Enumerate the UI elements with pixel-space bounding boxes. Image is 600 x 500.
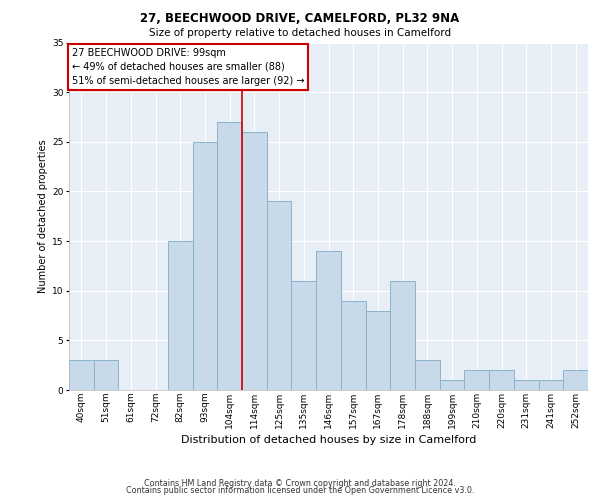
Bar — [514, 380, 539, 390]
Bar — [94, 360, 118, 390]
Text: Contains public sector information licensed under the Open Government Licence v3: Contains public sector information licen… — [126, 486, 474, 495]
Bar — [440, 380, 464, 390]
Bar — [267, 202, 292, 390]
Bar — [292, 281, 316, 390]
Bar — [69, 360, 94, 390]
X-axis label: Distribution of detached houses by size in Camelford: Distribution of detached houses by size … — [181, 434, 476, 444]
Bar — [341, 300, 365, 390]
Bar — [415, 360, 440, 390]
Bar — [168, 241, 193, 390]
Bar — [217, 122, 242, 390]
Bar — [563, 370, 588, 390]
Bar — [539, 380, 563, 390]
Text: 27, BEECHWOOD DRIVE, CAMELFORD, PL32 9NA: 27, BEECHWOOD DRIVE, CAMELFORD, PL32 9NA — [140, 12, 460, 26]
Bar — [489, 370, 514, 390]
Y-axis label: Number of detached properties: Number of detached properties — [38, 140, 48, 293]
Text: 27 BEECHWOOD DRIVE: 99sqm
← 49% of detached houses are smaller (88)
51% of semi-: 27 BEECHWOOD DRIVE: 99sqm ← 49% of detac… — [71, 48, 304, 86]
Bar — [193, 142, 217, 390]
Bar — [242, 132, 267, 390]
Bar — [390, 281, 415, 390]
Text: Contains HM Land Registry data © Crown copyright and database right 2024.: Contains HM Land Registry data © Crown c… — [144, 478, 456, 488]
Text: Size of property relative to detached houses in Camelford: Size of property relative to detached ho… — [149, 28, 451, 38]
Bar — [316, 251, 341, 390]
Bar — [464, 370, 489, 390]
Bar — [365, 310, 390, 390]
